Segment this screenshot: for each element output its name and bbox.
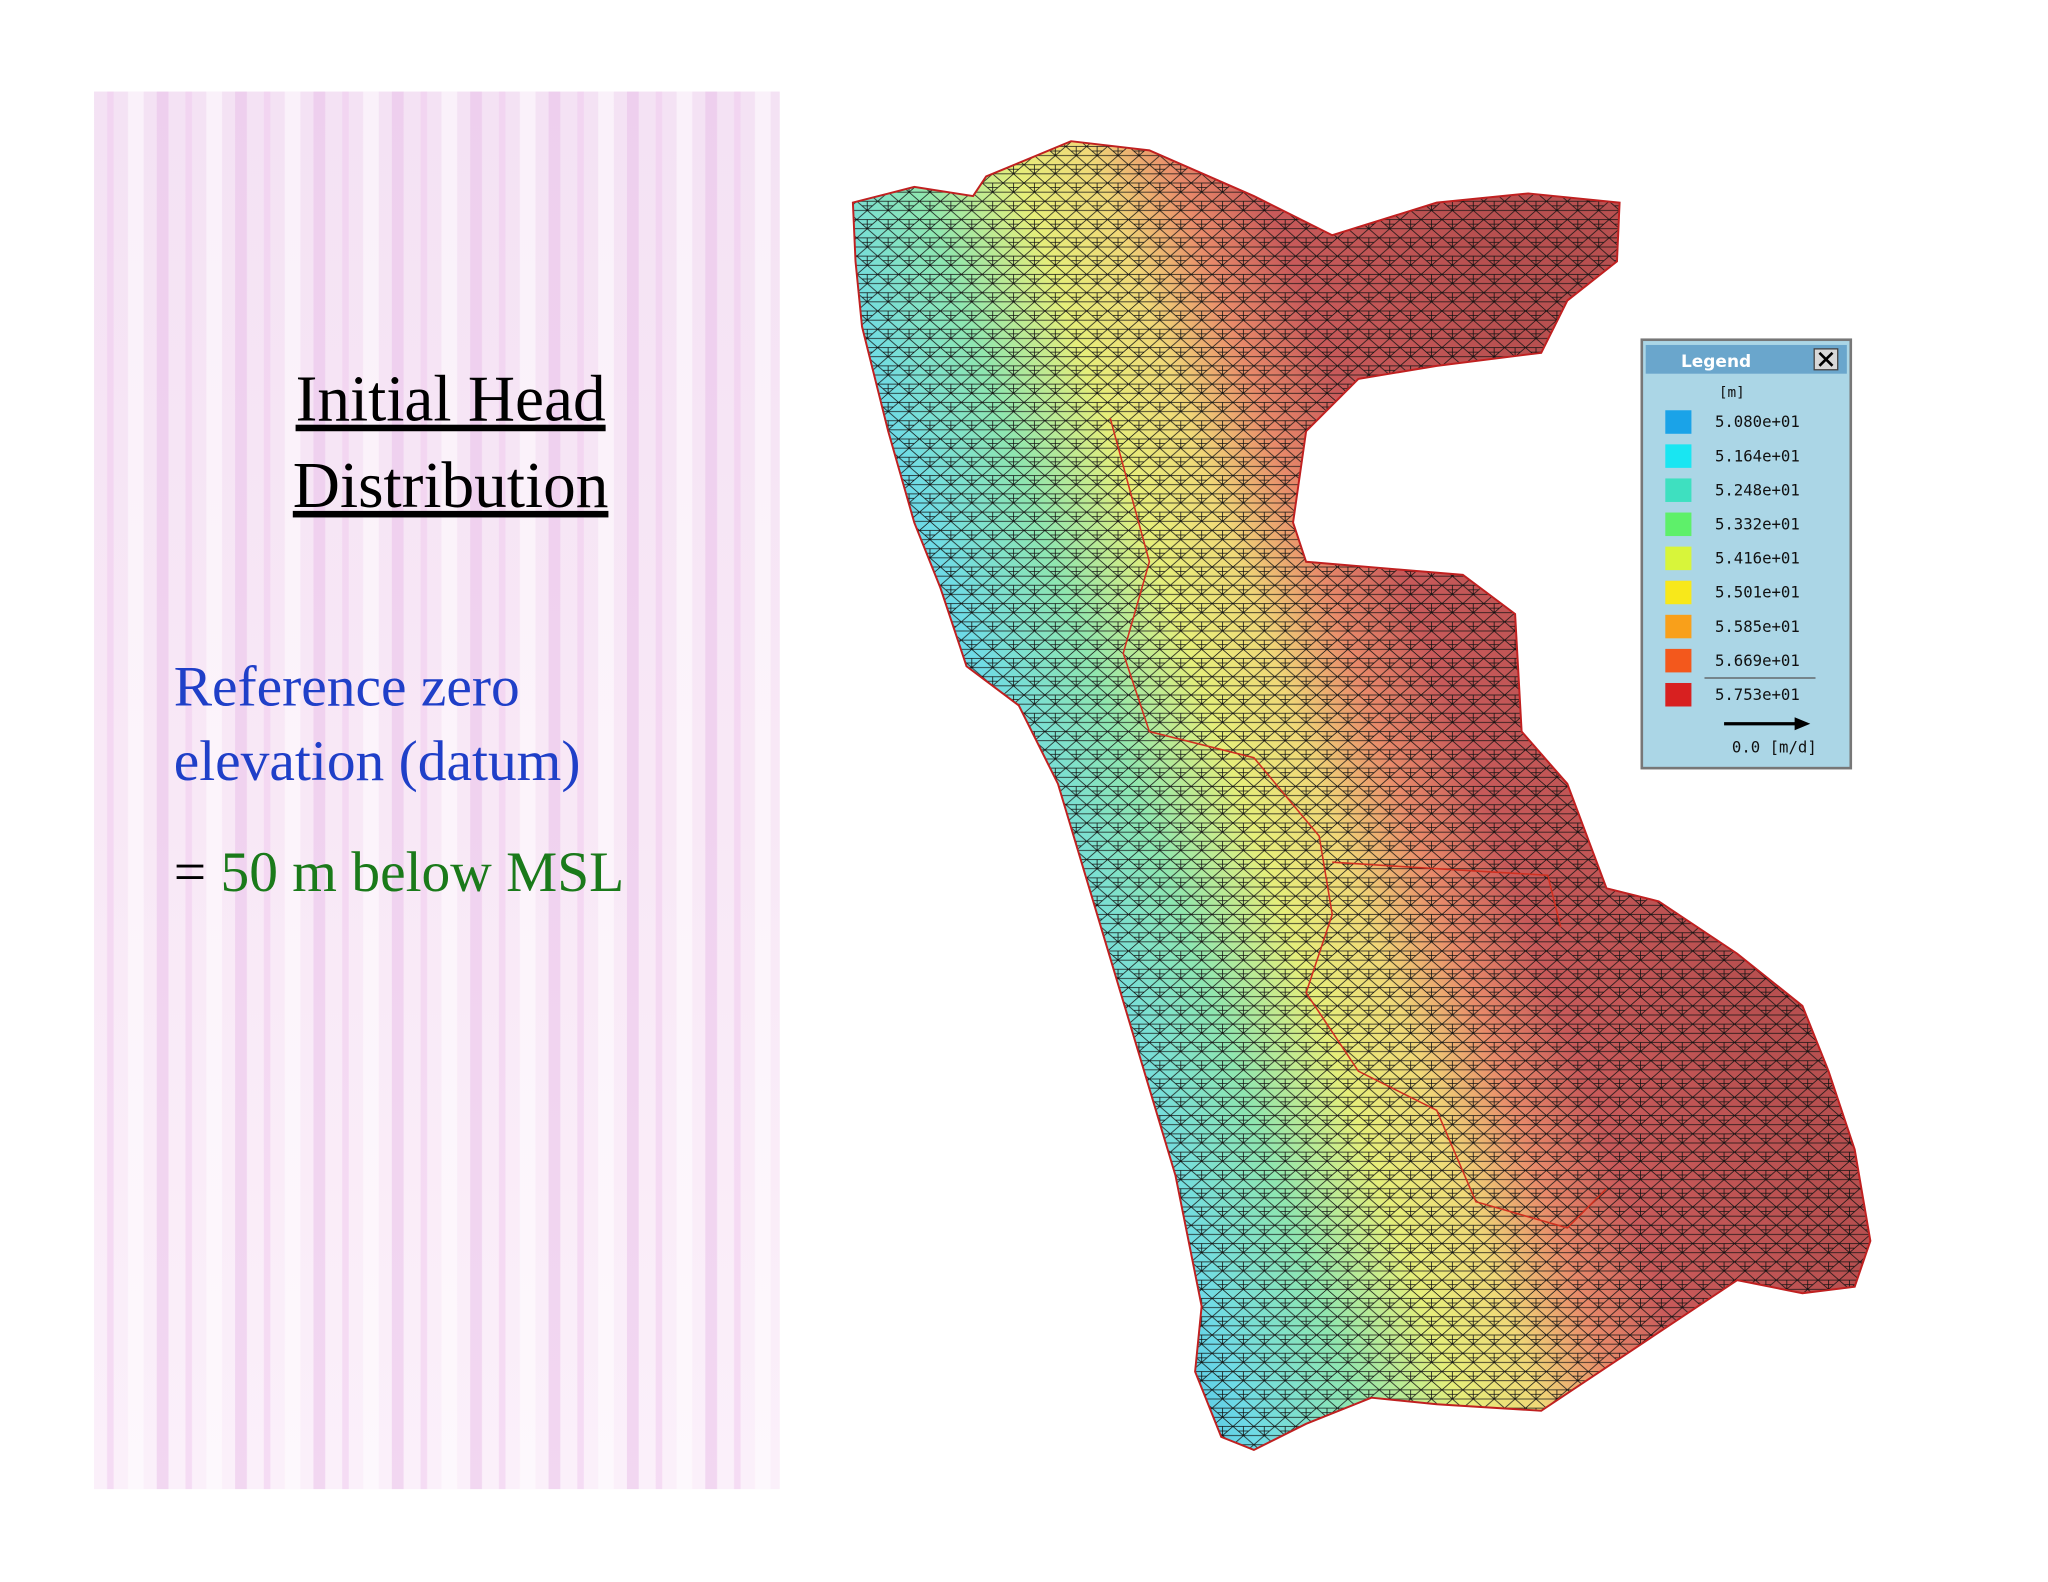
legend-label: 5.164e+01 bbox=[1715, 446, 1800, 465]
legend-label: 5.669e+01 bbox=[1715, 651, 1800, 670]
legend-label: 5.332e+01 bbox=[1715, 515, 1800, 534]
legend-label: 5.501e+01 bbox=[1715, 583, 1800, 602]
title-line: Distribution bbox=[293, 450, 609, 522]
equals-sign: = bbox=[174, 841, 206, 904]
legend-unit: [m] bbox=[1719, 385, 1745, 401]
body-line: elevation (datum) bbox=[174, 730, 581, 793]
legend-title: Legend bbox=[1681, 352, 1751, 372]
vector-label: 0.0 [m/d] bbox=[1732, 737, 1817, 756]
body-line: = 50 m below MSL bbox=[174, 841, 625, 904]
panel-texture bbox=[94, 91, 780, 1490]
legend-swatch bbox=[1665, 444, 1692, 468]
legend-swatch bbox=[1665, 682, 1692, 707]
legend-label: 5.753e+01 bbox=[1715, 685, 1800, 704]
body-line: Reference zero bbox=[174, 655, 520, 718]
legend: Legend [m] 5.080e+01 5.164e+01 5.248e+01 5.… bbox=[1640, 338, 1853, 770]
legend-swatch bbox=[1665, 648, 1692, 673]
legend-swatch bbox=[1665, 478, 1692, 502]
legend-swatch bbox=[1665, 546, 1692, 571]
datum-value: 50 m below MSL bbox=[220, 841, 624, 904]
legend-label: 5.585e+01 bbox=[1715, 617, 1800, 636]
legend-swatch bbox=[1665, 410, 1692, 434]
mesh-map bbox=[851, 140, 1872, 1451]
mesh bbox=[852, 141, 1871, 1450]
legend-swatch bbox=[1665, 614, 1692, 639]
legend-label: 5.416e+01 bbox=[1715, 549, 1800, 568]
river bbox=[1109, 417, 1608, 1229]
legend-titlebar bbox=[1645, 344, 1847, 374]
title-line: Initial Head bbox=[296, 364, 606, 436]
river bbox=[1332, 861, 1562, 928]
legend-swatch bbox=[1665, 512, 1692, 537]
legend-label: 5.248e+01 bbox=[1715, 480, 1800, 499]
legend-swatch bbox=[1665, 580, 1692, 605]
legend-label: 5.080e+01 bbox=[1715, 412, 1800, 431]
